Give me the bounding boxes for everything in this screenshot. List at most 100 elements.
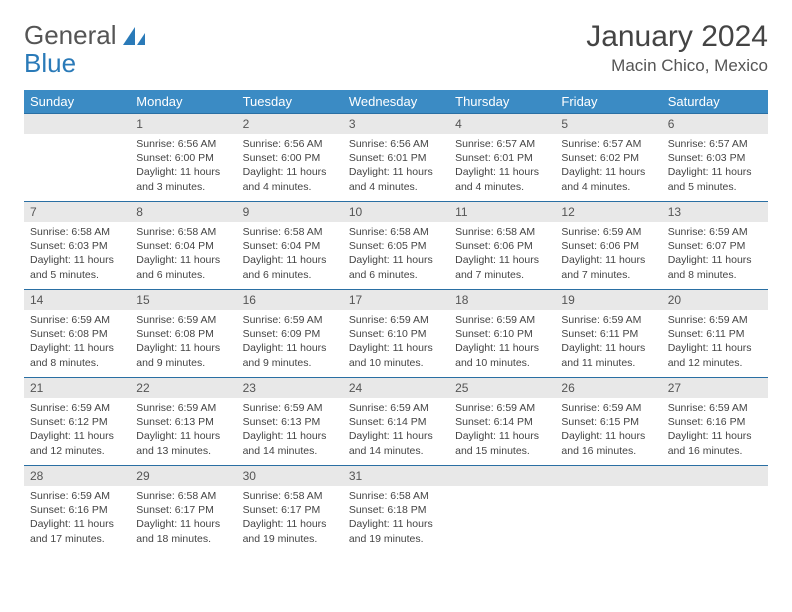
calendar-day-cell: 30Sunrise: 6:58 AMSunset: 6:17 PMDayligh…: [237, 465, 343, 553]
day-details: Sunrise: 6:59 AMSunset: 6:16 PMDaylight:…: [24, 486, 130, 552]
calendar-day-cell: 27Sunrise: 6:59 AMSunset: 6:16 PMDayligh…: [662, 377, 768, 465]
weekday-header: Tuesday: [237, 90, 343, 113]
day-details: Sunrise: 6:57 AMSunset: 6:01 PMDaylight:…: [449, 134, 555, 200]
day-number: 24: [343, 377, 449, 398]
day-details: Sunrise: 6:58 AMSunset: 6:17 PMDaylight:…: [237, 486, 343, 552]
calendar-day-cell: 19Sunrise: 6:59 AMSunset: 6:11 PMDayligh…: [555, 289, 661, 377]
calendar-day-cell: [24, 113, 130, 201]
day-number: 9: [237, 201, 343, 222]
logo-sail-icon: [121, 25, 147, 47]
day-details: Sunrise: 6:59 AMSunset: 6:13 PMDaylight:…: [237, 398, 343, 464]
calendar-day-cell: 26Sunrise: 6:59 AMSunset: 6:15 PMDayligh…: [555, 377, 661, 465]
day-number: 17: [343, 289, 449, 310]
day-number: [662, 465, 768, 486]
day-number: 26: [555, 377, 661, 398]
day-number: 7: [24, 201, 130, 222]
calendar-day-cell: [662, 465, 768, 553]
day-number: 31: [343, 465, 449, 486]
header: General January 2024 Macin Chico, Mexico: [24, 20, 768, 76]
day-number: 8: [130, 201, 236, 222]
day-number: 28: [24, 465, 130, 486]
day-number: 11: [449, 201, 555, 222]
day-details: Sunrise: 6:58 AMSunset: 6:06 PMDaylight:…: [449, 222, 555, 288]
day-number: 12: [555, 201, 661, 222]
calendar-day-cell: 8Sunrise: 6:58 AMSunset: 6:04 PMDaylight…: [130, 201, 236, 289]
calendar-day-cell: 12Sunrise: 6:59 AMSunset: 6:06 PMDayligh…: [555, 201, 661, 289]
calendar-week-row: 14Sunrise: 6:59 AMSunset: 6:08 PMDayligh…: [24, 289, 768, 377]
calendar-week-row: 21Sunrise: 6:59 AMSunset: 6:12 PMDayligh…: [24, 377, 768, 465]
day-details: Sunrise: 6:59 AMSunset: 6:10 PMDaylight:…: [449, 310, 555, 376]
title-block: January 2024 Macin Chico, Mexico: [586, 20, 768, 76]
day-details: Sunrise: 6:59 AMSunset: 6:11 PMDaylight:…: [555, 310, 661, 376]
calendar-day-cell: 16Sunrise: 6:59 AMSunset: 6:09 PMDayligh…: [237, 289, 343, 377]
day-number: [449, 465, 555, 486]
calendar-day-cell: 1Sunrise: 6:56 AMSunset: 6:00 PMDaylight…: [130, 113, 236, 201]
day-number: 14: [24, 289, 130, 310]
weekday-header-row: SundayMondayTuesdayWednesdayThursdayFrid…: [24, 90, 768, 113]
calendar-day-cell: 24Sunrise: 6:59 AMSunset: 6:14 PMDayligh…: [343, 377, 449, 465]
calendar-week-row: 7Sunrise: 6:58 AMSunset: 6:03 PMDaylight…: [24, 201, 768, 289]
day-details: Sunrise: 6:56 AMSunset: 6:01 PMDaylight:…: [343, 134, 449, 200]
day-number: 23: [237, 377, 343, 398]
calendar-day-cell: 14Sunrise: 6:59 AMSunset: 6:08 PMDayligh…: [24, 289, 130, 377]
day-number: 27: [662, 377, 768, 398]
weekday-header: Wednesday: [343, 90, 449, 113]
day-details: Sunrise: 6:59 AMSunset: 6:08 PMDaylight:…: [130, 310, 236, 376]
day-details: Sunrise: 6:56 AMSunset: 6:00 PMDaylight:…: [237, 134, 343, 200]
day-number: 4: [449, 113, 555, 134]
day-details: Sunrise: 6:59 AMSunset: 6:09 PMDaylight:…: [237, 310, 343, 376]
calendar-day-cell: 13Sunrise: 6:59 AMSunset: 6:07 PMDayligh…: [662, 201, 768, 289]
day-number: 29: [130, 465, 236, 486]
calendar-table: SundayMondayTuesdayWednesdayThursdayFrid…: [24, 90, 768, 553]
day-details: Sunrise: 6:57 AMSunset: 6:03 PMDaylight:…: [662, 134, 768, 200]
day-details: Sunrise: 6:59 AMSunset: 6:16 PMDaylight:…: [662, 398, 768, 464]
calendar-day-cell: 17Sunrise: 6:59 AMSunset: 6:10 PMDayligh…: [343, 289, 449, 377]
weekday-header: Friday: [555, 90, 661, 113]
calendar-day-cell: 4Sunrise: 6:57 AMSunset: 6:01 PMDaylight…: [449, 113, 555, 201]
calendar-day-cell: 31Sunrise: 6:58 AMSunset: 6:18 PMDayligh…: [343, 465, 449, 553]
weekday-header: Saturday: [662, 90, 768, 113]
calendar-day-cell: 7Sunrise: 6:58 AMSunset: 6:03 PMDaylight…: [24, 201, 130, 289]
day-details: Sunrise: 6:58 AMSunset: 6:17 PMDaylight:…: [130, 486, 236, 552]
month-title: January 2024: [586, 20, 768, 54]
calendar-day-cell: 20Sunrise: 6:59 AMSunset: 6:11 PMDayligh…: [662, 289, 768, 377]
weekday-header: Thursday: [449, 90, 555, 113]
day-number: 1: [130, 113, 236, 134]
day-details: Sunrise: 6:59 AMSunset: 6:11 PMDaylight:…: [662, 310, 768, 376]
day-number: 30: [237, 465, 343, 486]
calendar-day-cell: [555, 465, 661, 553]
day-details: Sunrise: 6:59 AMSunset: 6:12 PMDaylight:…: [24, 398, 130, 464]
calendar-day-cell: 29Sunrise: 6:58 AMSunset: 6:17 PMDayligh…: [130, 465, 236, 553]
calendar-day-cell: 10Sunrise: 6:58 AMSunset: 6:05 PMDayligh…: [343, 201, 449, 289]
calendar-day-cell: 18Sunrise: 6:59 AMSunset: 6:10 PMDayligh…: [449, 289, 555, 377]
day-details: Sunrise: 6:59 AMSunset: 6:06 PMDaylight:…: [555, 222, 661, 288]
day-number: 21: [24, 377, 130, 398]
day-details: Sunrise: 6:59 AMSunset: 6:15 PMDaylight:…: [555, 398, 661, 464]
logo-text-1: General: [24, 20, 117, 51]
day-number: 19: [555, 289, 661, 310]
day-number: 22: [130, 377, 236, 398]
day-number: 10: [343, 201, 449, 222]
day-number: 25: [449, 377, 555, 398]
day-details: Sunrise: 6:58 AMSunset: 6:04 PMDaylight:…: [130, 222, 236, 288]
weekday-header: Sunday: [24, 90, 130, 113]
day-number: 3: [343, 113, 449, 134]
day-details: Sunrise: 6:58 AMSunset: 6:05 PMDaylight:…: [343, 222, 449, 288]
weekday-header: Monday: [130, 90, 236, 113]
calendar-day-cell: 15Sunrise: 6:59 AMSunset: 6:08 PMDayligh…: [130, 289, 236, 377]
day-number: 20: [662, 289, 768, 310]
day-number: [24, 113, 130, 134]
logo: General: [24, 20, 147, 51]
day-details: Sunrise: 6:58 AMSunset: 6:03 PMDaylight:…: [24, 222, 130, 288]
day-details: Sunrise: 6:58 AMSunset: 6:04 PMDaylight:…: [237, 222, 343, 288]
day-details: Sunrise: 6:57 AMSunset: 6:02 PMDaylight:…: [555, 134, 661, 200]
calendar-week-row: 28Sunrise: 6:59 AMSunset: 6:16 PMDayligh…: [24, 465, 768, 553]
calendar-day-cell: 3Sunrise: 6:56 AMSunset: 6:01 PMDaylight…: [343, 113, 449, 201]
day-details: Sunrise: 6:58 AMSunset: 6:18 PMDaylight:…: [343, 486, 449, 552]
day-details: Sunrise: 6:59 AMSunset: 6:07 PMDaylight:…: [662, 222, 768, 288]
calendar-day-cell: 6Sunrise: 6:57 AMSunset: 6:03 PMDaylight…: [662, 113, 768, 201]
calendar-day-cell: [449, 465, 555, 553]
day-number: 16: [237, 289, 343, 310]
day-details: Sunrise: 6:59 AMSunset: 6:14 PMDaylight:…: [343, 398, 449, 464]
calendar-week-row: 1Sunrise: 6:56 AMSunset: 6:00 PMDaylight…: [24, 113, 768, 201]
